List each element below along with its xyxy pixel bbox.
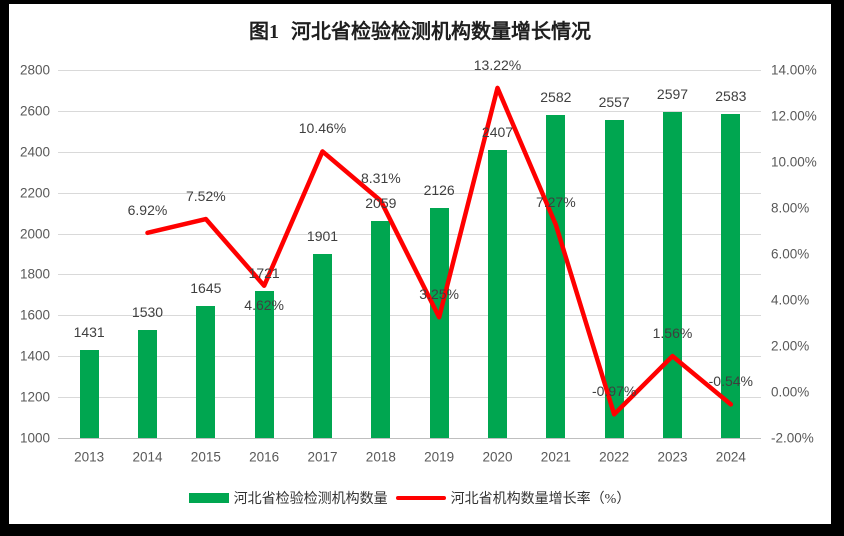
legend-item-institution-count: 河北省检验检测机构数量 [188,488,388,508]
category-label-2019: 2019 [424,449,455,465]
gridline [58,151,761,153]
right-axis-tick: 0.00% [771,384,810,400]
bar-value-label: 2582 [540,88,572,105]
left-axis-tick: 2400 [19,144,50,160]
bar-2013 [79,349,99,438]
bar-2023 [662,111,682,438]
category-label-2024: 2024 [715,449,746,465]
left-axis-tick: 2800 [19,62,50,78]
bar-2018 [371,221,391,438]
category-label-2013: 2013 [74,449,105,465]
bar-2019 [429,207,449,438]
growth-rate-label: 13.22% [473,56,522,73]
right-axis-tick: 4.00% [771,292,810,308]
right-axis-tick: 2.00% [771,338,810,354]
category-label-2014: 2014 [132,449,163,465]
growth-rate-label: 4.62% [244,296,285,313]
bar-2015 [196,306,216,438]
growth-rate-label: 10.46% [298,120,347,137]
bar-value-label: 2557 [598,93,630,110]
gridline [58,315,761,317]
chart-title: 图1 河北省检验检测机构数量增长情况 [249,21,591,43]
category-label-2017: 2017 [307,449,338,465]
category-label-2015: 2015 [190,449,221,465]
growth-rate-label: 1.56% [652,325,693,342]
bar-2020 [487,150,507,438]
growth-rate-label: 3.25% [419,286,460,303]
growth-rate-label: 7.52% [185,188,226,205]
bar-value-label: 2059 [365,195,397,212]
left-axis-tick: 1800 [19,266,50,282]
gridline [58,397,761,399]
gridline [58,274,761,276]
category-label-2023: 2023 [657,449,688,465]
legend-item-growth-rate: 河北省机构数量增长率（%） [395,488,631,508]
right-axis-tick: 14.00% [771,62,817,78]
bar-2024 [721,114,741,438]
left-axis-tick: 2000 [19,225,50,241]
category-label-2020: 2020 [482,449,513,465]
growth-rate-line-layer [145,85,734,417]
bar-2017 [312,253,332,438]
growth-rate-label: -0.54% [708,373,754,390]
right-axis-tick: 6.00% [771,246,810,262]
bar-value-label: 1530 [131,303,164,320]
growth-rate-label: 6.92% [127,201,168,218]
gridline [58,192,761,194]
left-axis-tick: 2200 [19,184,50,200]
bar-value-label: 1645 [190,280,222,297]
gridline [58,233,761,235]
bar-value-label: 2583 [715,88,747,105]
gridline [58,70,761,71]
right-axis-tick: -2.00% [771,430,814,446]
line-series-swatch [395,495,446,501]
gridline [58,110,761,112]
legend-label-institution-count: 河北省检验检测机构数量 [233,492,388,507]
growth-rate-label: 7.27% [535,193,576,210]
left-axis-tick: 1200 [19,389,50,405]
category-axis-line [58,438,761,439]
growth-rate-label: 8.31% [360,169,401,186]
bar-series-swatch [188,493,229,503]
legend-label-growth-rate: 河北省机构数量增长率（%） [450,492,631,507]
bar-2014 [137,329,157,438]
bar-value-label: 2126 [423,181,455,198]
left-axis-tick: 1400 [19,348,50,364]
left-axis-tick: 2600 [19,103,50,119]
right-axis-tick: 8.00% [771,200,810,216]
growth-rate-label: -0.97% [591,383,637,400]
left-axis-tick: 1600 [19,307,50,323]
right-axis-tick: 10.00% [771,154,817,170]
bar-value-label: 1721 [248,264,280,281]
category-label-2021: 2021 [540,449,571,465]
gridline [58,356,761,358]
category-label-2016: 2016 [249,449,280,465]
bar-value-label: 1901 [306,227,339,244]
bar-value-label: 2407 [481,124,514,141]
left-axis-tick: 1000 [19,430,50,446]
category-label-2022: 2022 [599,449,630,465]
bar-value-label: 1431 [73,323,105,340]
legend: 河北省检验检测机构数量 河北省机构数量增长率（%） [58,489,761,507]
right-axis-tick: 12.00% [771,108,817,124]
category-label-2018: 2018 [365,449,396,465]
bar-2021 [546,114,566,438]
bar-value-label: 2597 [656,85,689,102]
chart-canvas: 图1 河北省检验检测机构数量增长情况 2800 2600 2400 2200 2000 1… [9,4,831,524]
